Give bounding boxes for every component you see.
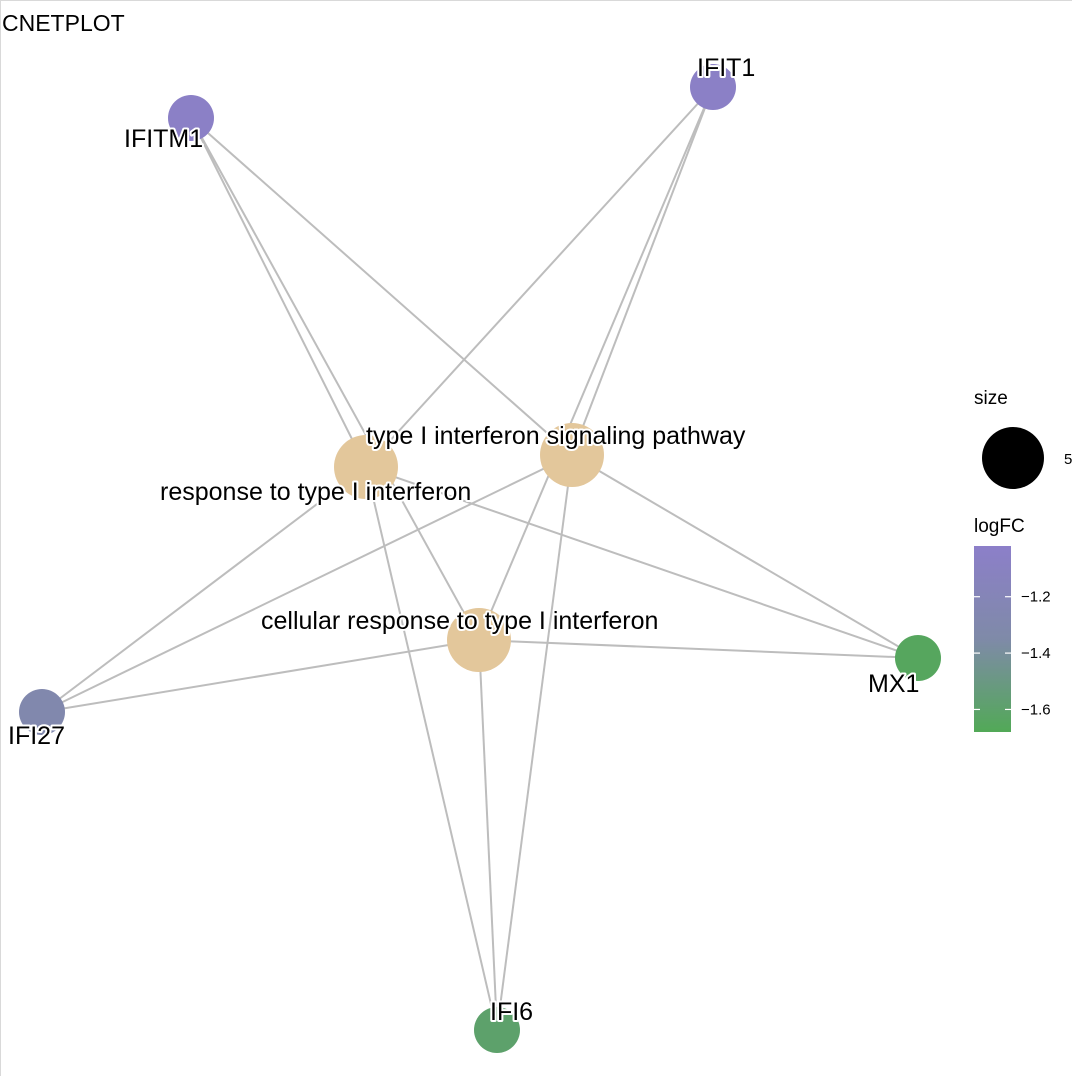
category-label-cellular-response-to-type-i-interferon: cellular response to type I interferon [261,607,658,635]
gene-label-ifi27: IFI27 [8,722,65,750]
category-label-type-i-interferon-signaling-pathway: type I interferon signaling pathway [366,422,746,450]
gene-node-ifi6 [474,1007,520,1053]
legend-colorbar [974,546,1011,732]
category-node-type-i-interferon-signaling-pathway [540,423,604,487]
colorbar-tick-label: −1.2 [1021,589,1051,606]
gene-node-ifit1 [690,64,736,110]
gene-node-mx1 [895,635,941,681]
edge-cell-ifit1 [478,86,714,641]
edge-cell-mx1 [478,639,919,659]
gene-label-ifi6: IFI6 [490,998,533,1026]
edge-sig-ifitm1 [190,117,573,456]
gene-node-ifi27 [19,689,65,735]
gene-label-ifit1: IFIT1 [697,54,755,82]
edge-sig-ifit1 [571,86,714,456]
gene-node-ifitm1 [168,95,214,141]
edge-resp-ifit1 [365,86,714,468]
edge-resp-mx1 [365,466,919,659]
labels-layer: response to type I interferon type I inte… [6,52,921,1028]
edges-layer [41,86,919,1031]
gene-label-mx1: MX1 [868,670,919,698]
edge-resp-ifitm1 [190,117,367,468]
legend-size-swatch [982,427,1044,489]
legend: size 5 logFC −1.2 −1.4 −1.6 [974,388,1072,732]
plot-title: CNETPLOT [2,10,125,36]
colorbar-tick-label: −1.4 [1021,645,1051,662]
category-node-response-to-type-i-interferon [334,435,398,499]
legend-size-title: size [974,388,1008,409]
edge-sig-ifi27 [41,454,573,713]
category-label-response-to-type-i-interferon: response to type I interferon [160,478,471,506]
gene-label-ifitm1: IFITM1 [124,125,203,153]
edge-sig-mx1 [571,454,919,659]
nodes-layer [19,64,941,1053]
legend-size-value: 5 [1064,451,1072,468]
category-node-cellular-response-to-type-i-interferon [447,608,511,672]
edge-cell-ifi6 [478,639,498,1031]
edge-resp-ifi6 [365,466,498,1031]
edge-cell-ifi27 [41,639,480,713]
edge-sig-ifi6 [496,454,573,1031]
legend-color-title: logFC [974,516,1025,537]
edge-cell-ifitm1 [190,117,480,641]
colorbar-tick-label: −1.6 [1021,701,1051,718]
edge-resp-ifi27 [41,466,367,713]
